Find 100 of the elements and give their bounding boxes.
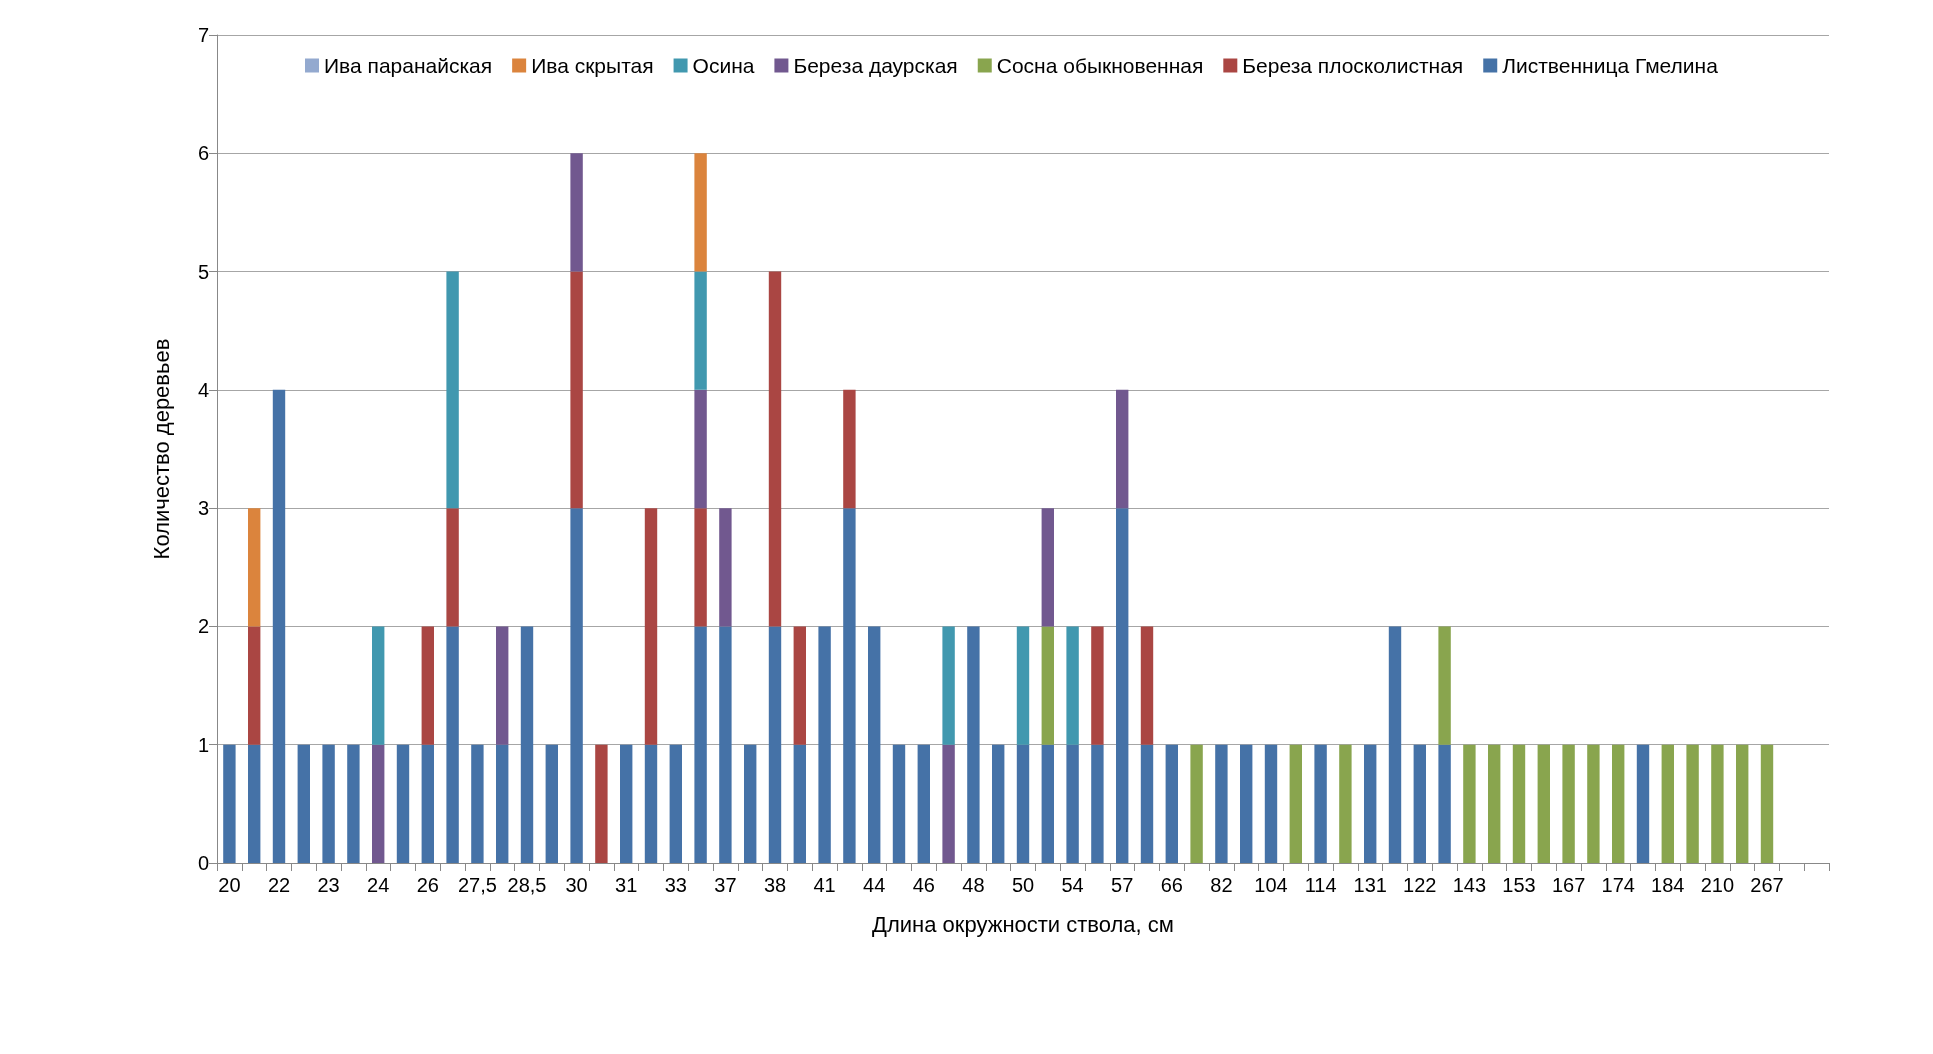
bar (992, 744, 1005, 863)
x-tick-label: 82 (1210, 874, 1233, 896)
x-tick-label: 22 (267, 874, 291, 896)
legend-label: Ива паранайская (324, 54, 493, 77)
bar (1116, 389, 1129, 509)
bar (248, 508, 261, 627)
x-tick-label: 46 (912, 874, 935, 896)
bar (496, 626, 509, 745)
bar (570, 271, 583, 509)
x-tick-label: 28,5 (507, 874, 547, 896)
y-tick-label: 5 (197, 260, 209, 283)
bar (694, 389, 707, 509)
x-tick-label: 54 (1061, 874, 1084, 896)
y-tick-label: 3 (197, 497, 209, 520)
bar (793, 744, 806, 863)
legend-label: Сосна обыкновенная (996, 54, 1204, 77)
bar (694, 271, 707, 390)
x-tick-label: 31 (615, 874, 638, 896)
bar (1289, 744, 1302, 863)
bar (520, 626, 534, 863)
bar (1711, 744, 1724, 863)
x-tick-label: 174 (1601, 874, 1635, 896)
bar (1016, 744, 1030, 863)
bar (1562, 744, 1575, 863)
bar (1314, 744, 1327, 863)
x-tick-label: 114 (1304, 874, 1337, 896)
bar (1512, 744, 1526, 863)
x-tick-label: 30 (565, 874, 588, 896)
bar (570, 508, 583, 863)
bar (1140, 744, 1154, 863)
x-tick-label: 20 (218, 874, 241, 896)
y-tick-label: 2 (197, 615, 209, 638)
x-tick-label: 38 (763, 874, 787, 896)
bar (793, 626, 806, 745)
x-tick-label: 153 (1502, 874, 1536, 896)
bar (496, 744, 509, 863)
bar (322, 744, 335, 863)
bar (967, 626, 980, 863)
bar (396, 744, 410, 863)
x-tick-label: 184 (1651, 874, 1685, 896)
x-tick-label: 48 (962, 874, 985, 896)
legend-label: Осина (692, 54, 755, 77)
x-tick-label: 57 (1111, 874, 1134, 896)
bar (644, 744, 658, 863)
bar (942, 744, 955, 863)
x-axis-title: Длина окружности ствола, см (872, 911, 1174, 937)
x-tick-label: 23 (317, 874, 340, 896)
bar (644, 508, 658, 745)
bar (1140, 626, 1154, 745)
bar (248, 744, 261, 863)
bar (694, 508, 707, 627)
y-tick-label: 7 (197, 24, 209, 46)
bar (768, 271, 782, 627)
bar (694, 626, 707, 863)
x-tick-label: 24 (367, 874, 390, 896)
bar (1091, 744, 1104, 863)
x-tick-label: 50 (1011, 874, 1035, 896)
bar (719, 626, 732, 863)
bar (446, 508, 459, 627)
x-tick-label: 37 (714, 874, 737, 896)
bar (1463, 744, 1476, 863)
bar (1413, 744, 1426, 863)
y-tick-label: 1 (197, 733, 209, 756)
bar (768, 626, 782, 863)
bar (421, 744, 434, 863)
x-tick-label: 41 (813, 874, 836, 896)
bar (570, 153, 583, 272)
x-tick-label: 210 (1700, 874, 1735, 896)
y-tick-label: 6 (197, 142, 209, 165)
bar (1041, 508, 1054, 627)
bar (297, 744, 310, 863)
bar (1165, 744, 1178, 863)
bar (1661, 744, 1674, 863)
bar (446, 626, 459, 863)
bar (868, 626, 881, 863)
bar (1537, 744, 1550, 863)
bar (545, 744, 558, 863)
bar (1760, 744, 1774, 863)
bar (1091, 626, 1104, 745)
x-tick-label: 122 (1403, 874, 1437, 896)
x-tick-label: 33 (664, 874, 687, 896)
bar (1388, 626, 1402, 863)
bar (1240, 744, 1253, 863)
x-tick-label: 131 (1353, 874, 1387, 896)
bar (942, 626, 955, 745)
bar (248, 626, 261, 745)
x-tick-label: 66 (1160, 874, 1183, 896)
x-tick-label: 26 (416, 874, 439, 896)
bar (1116, 508, 1129, 863)
bar (694, 153, 707, 272)
bar (1364, 744, 1377, 863)
bar (818, 626, 831, 863)
bar (620, 744, 633, 863)
bar (372, 626, 385, 745)
legend-label: Ива скрытая (531, 54, 654, 77)
x-tick-label: 267 (1750, 874, 1784, 896)
bar (1339, 744, 1352, 863)
bar (669, 744, 682, 863)
bar (1041, 744, 1054, 863)
legend-label: Береза даурская (793, 54, 958, 77)
